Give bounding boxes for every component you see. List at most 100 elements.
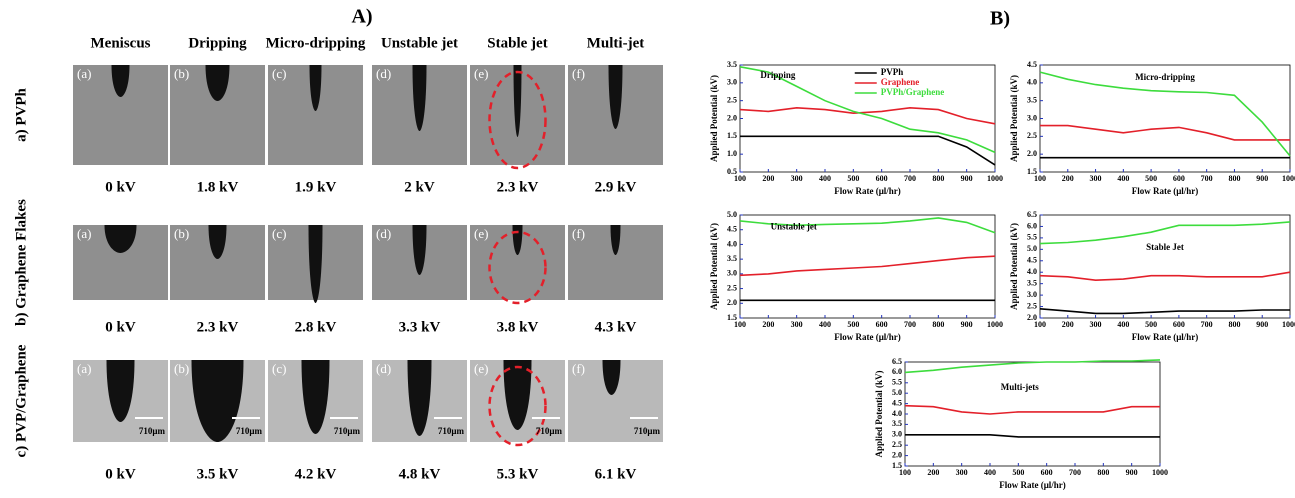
x-tick-label: 900 <box>961 174 973 183</box>
x-tick-label: 400 <box>1117 174 1129 183</box>
chart-title: Unstable jet <box>771 221 817 231</box>
plot-frame <box>739 214 996 319</box>
series-line <box>739 255 996 277</box>
x-tick-label: 300 <box>791 320 803 329</box>
y-tick-label: 3.5 <box>892 419 902 428</box>
legend-label: PVPh <box>881 67 904 77</box>
voltage-label: 0 kV <box>105 179 136 195</box>
x-tick-label: 300 <box>1090 320 1102 329</box>
y-tick-label: 2.5 <box>727 95 737 104</box>
row-label: a) PVPh <box>13 87 29 141</box>
image-letter: (f) <box>572 226 585 241</box>
y-tick-label: 3.0 <box>892 430 902 439</box>
y-tick-label: 5.0 <box>727 210 737 219</box>
column-header: Meniscus <box>91 35 151 51</box>
y-tick-label: 2.0 <box>1027 149 1037 158</box>
y-tick-label: 5.0 <box>892 388 902 397</box>
x-tick-label: 400 <box>819 320 831 329</box>
needle <box>412 65 427 131</box>
x-axis-label: Flow Rate (μl/hr) <box>1132 186 1199 196</box>
needle <box>191 360 244 442</box>
y-axis-label: Applied Potential (kV) <box>709 75 719 162</box>
image-letter: (f) <box>572 361 585 376</box>
y-tick-label: 2.5 <box>892 440 902 449</box>
y-tick-label: 2.5 <box>1027 301 1037 310</box>
voltage-label: 3.5 kV <box>197 466 239 482</box>
x-tick-label: 800 <box>1228 174 1240 183</box>
image-letter: (c) <box>272 226 286 241</box>
voltage-label: 2.3 kV <box>497 179 539 195</box>
series-line <box>904 359 1161 374</box>
highlight-ellipse <box>488 365 547 447</box>
plot-frame <box>739 64 996 173</box>
image-letter: (b) <box>174 226 189 241</box>
series-line <box>739 66 996 154</box>
x-tick-label: 800 <box>932 174 944 183</box>
voltage-label: 0 kV <box>105 319 136 335</box>
panel-a-title: A) <box>351 6 372 28</box>
x-tick-label: 100 <box>1034 320 1046 329</box>
x-tick-label: 900 <box>961 320 973 329</box>
series-line <box>1040 124 1290 141</box>
image-letter: (b) <box>174 361 189 376</box>
y-tick-label: 4.0 <box>727 239 737 248</box>
x-tick-label: 800 <box>1228 320 1240 329</box>
x-tick-label: 1000 <box>987 174 1003 183</box>
y-tick-label: 1.0 <box>727 149 737 158</box>
image-letter: (e) <box>474 226 488 241</box>
x-tick-label: 500 <box>847 320 859 329</box>
x-tick-label: 800 <box>932 320 944 329</box>
y-tick-label: 4.5 <box>727 225 737 234</box>
x-tick-label: 600 <box>1041 468 1053 477</box>
image-letter: (c) <box>272 361 286 376</box>
needle <box>608 65 623 129</box>
x-tick-label: 200 <box>1062 320 1074 329</box>
x-tick-label: 100 <box>734 320 746 329</box>
x-tick-label: 200 <box>1062 174 1074 183</box>
x-tick-label: 1000 <box>987 320 1003 329</box>
image-letter: (e) <box>474 361 488 376</box>
x-tick-label: 1000 <box>1152 468 1168 477</box>
needle <box>412 225 427 275</box>
y-axis-label: Applied Potential (kV) <box>1009 75 1019 162</box>
y-axis-label: Applied Potential (kV) <box>874 370 884 457</box>
y-tick-label: 1.5 <box>892 461 902 470</box>
scale-label: 710μm <box>438 426 465 436</box>
chart-title: Stable Jet <box>1146 242 1184 252</box>
y-tick-label: 2.0 <box>1027 313 1037 322</box>
image-letter: (b) <box>174 66 189 81</box>
y-tick-label: 2.0 <box>727 113 737 122</box>
y-tick-label: 4.5 <box>1027 60 1037 69</box>
voltage-label: 6.1 kV <box>595 466 637 482</box>
series-line <box>739 106 996 125</box>
x-tick-label: 700 <box>904 174 916 183</box>
x-tick-label: 1000 <box>1282 320 1295 329</box>
x-tick-label: 100 <box>899 468 911 477</box>
y-tick-label: 3.5 <box>727 60 737 69</box>
x-axis-label: Flow Rate (μl/hr) <box>834 332 901 342</box>
voltage-label: 2.8 kV <box>295 319 337 335</box>
voltage-label: 4.2 kV <box>295 466 337 482</box>
highlight-ellipse <box>488 230 547 305</box>
x-axis-label: Flow Rate (μl/hr) <box>1132 332 1199 342</box>
y-tick-label: 3.0 <box>1027 290 1037 299</box>
needle <box>308 225 323 303</box>
x-tick-label: 200 <box>762 320 774 329</box>
voltage-label: 4.3 kV <box>595 319 637 335</box>
y-tick-label: 2.0 <box>727 298 737 307</box>
y-tick-label: 2.0 <box>892 450 902 459</box>
needle <box>111 65 130 97</box>
y-tick-label: 1.5 <box>727 131 737 140</box>
y-tick-label: 6.5 <box>892 357 902 366</box>
plot-frame <box>1039 214 1291 319</box>
y-tick-label: 0.5 <box>727 167 737 176</box>
x-tick-label: 400 <box>1117 320 1129 329</box>
y-tick-label: 3.0 <box>727 269 737 278</box>
image-letter: (d) <box>376 66 391 81</box>
x-tick-label: 1000 <box>1282 174 1295 183</box>
x-tick-label: 900 <box>1126 468 1138 477</box>
image-letter: (a) <box>77 361 91 376</box>
series-line <box>1039 308 1290 315</box>
scale-label: 710μm <box>139 426 166 436</box>
